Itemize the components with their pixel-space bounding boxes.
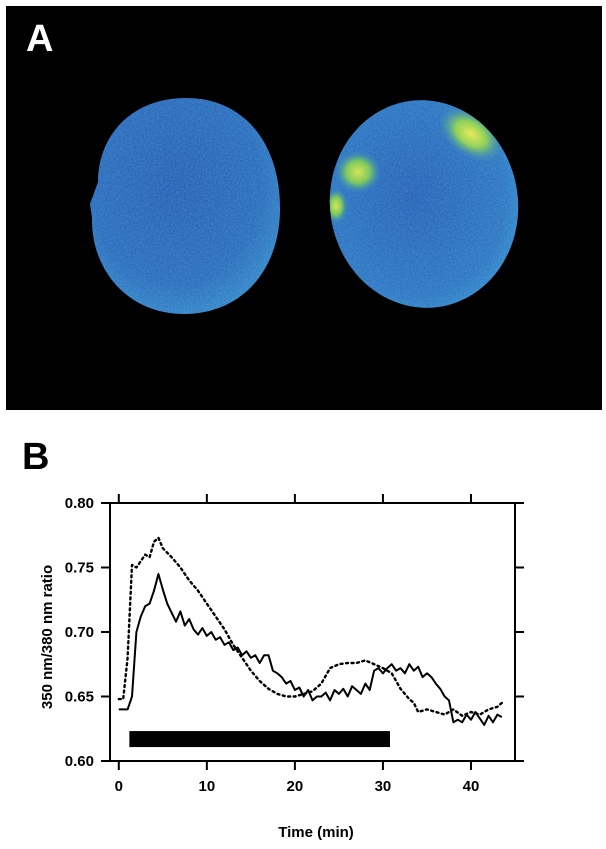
x-tick-label: 30	[375, 778, 392, 795]
x-tick-label: 0	[115, 778, 123, 795]
fluorescence-micrograph	[6, 6, 602, 410]
x-tick-label: 20	[287, 778, 304, 795]
y-axis-title: 350 nm/380 nm ratio	[39, 565, 56, 709]
series-solid-line	[118, 573, 503, 726]
y-tick-label: 0.65	[65, 689, 94, 706]
series-layer	[117, 536, 503, 726]
x-axis-title: Time (min)	[278, 824, 354, 841]
cell-left	[90, 98, 281, 314]
stimulus-bar	[129, 731, 390, 748]
calcium-hotspot-edge	[324, 188, 348, 224]
panel-b-label: B	[22, 436, 50, 478]
y-tick-label: 0.70	[65, 624, 94, 641]
y-tick-label: 0.75	[65, 560, 94, 577]
panel-a-label: A	[26, 18, 54, 60]
chart-svg: 0 10 20 30 40 0.60 0.65 0.70 0.75 0.80 350 nm/380…	[39, 494, 524, 841]
x-tick-label: 10	[199, 778, 216, 795]
y-tick-label: 0.80	[65, 495, 94, 512]
series-dotted-line	[117, 536, 503, 718]
stimulus-bar-layer	[129, 731, 390, 748]
micrograph-image	[90, 96, 526, 316]
axis-ticks: 0 10 20 30 40 0.60 0.65 0.70 0.75 0.80	[65, 494, 524, 795]
ratio-time-chart: 0 10 20 30 40 0.60 0.65 0.70 0.75 0.80 350 nm/380…	[0, 470, 606, 849]
cell-right	[324, 96, 526, 316]
calcium-hotspot-left	[334, 150, 382, 194]
x-tick-label: 40	[463, 778, 480, 795]
y-tick-label: 0.60	[65, 753, 94, 770]
